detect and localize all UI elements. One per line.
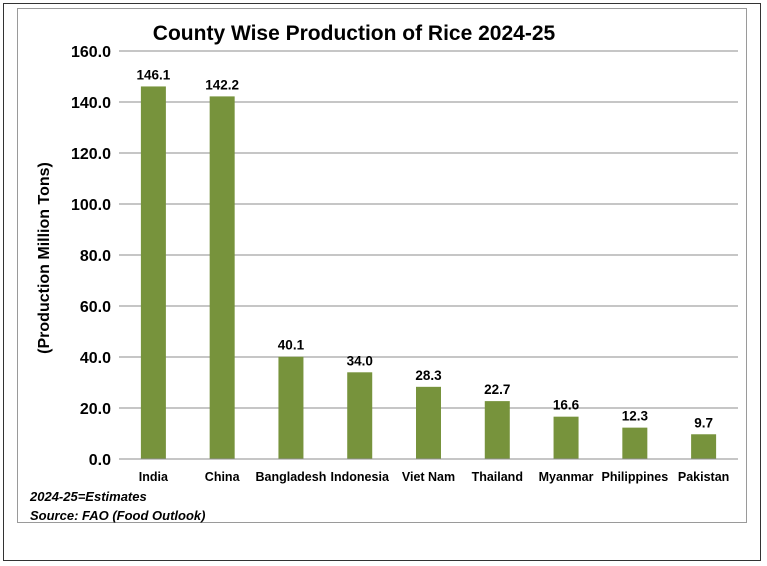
y-tick-label: 0.0 — [89, 452, 111, 469]
y-tick-label: 40.0 — [80, 350, 111, 367]
data-label: 16.6 — [553, 398, 580, 413]
x-tick-label: Pakistan — [678, 470, 729, 484]
data-label: 34.0 — [347, 353, 373, 368]
data-label: 12.3 — [622, 409, 649, 424]
bar-indonesia — [347, 372, 373, 459]
x-tick-label: Bangladesh — [256, 470, 327, 484]
x-tick-label: Philippines — [601, 470, 668, 484]
bar-viet-nam — [416, 386, 441, 459]
data-label: 9.7 — [694, 415, 713, 430]
bar-china — [209, 96, 235, 459]
source-note: Source: FAO (Food Outlook) — [30, 508, 206, 523]
y-tick-label: 60.0 — [80, 299, 111, 316]
data-label: 40.1 — [278, 338, 305, 353]
data-label: 28.3 — [415, 368, 442, 383]
figure-frame — [3, 3, 761, 561]
data-label: 22.7 — [484, 382, 510, 397]
bar-bangladesh — [278, 356, 304, 459]
x-tick-label: Indonesia — [331, 470, 390, 484]
x-tick-label: Myanmar — [539, 470, 594, 484]
x-tick-label: India — [139, 470, 169, 484]
y-axis-label: (Production Million Tons) — [36, 162, 53, 354]
y-axis-ticks: 0.0 20.0 40.0 60.0 80.0 100.0 120.0 140.0 160.0 — [71, 44, 111, 469]
y-tick-label: 120.0 — [71, 146, 111, 163]
y-tick-label: 80.0 — [80, 248, 111, 265]
y-tick-label: 20.0 — [80, 401, 111, 418]
x-axis-ticks: India China Bangladesh Indonesia Viet Nam Tha… — [139, 470, 730, 484]
data-label: 142.2 — [205, 77, 239, 92]
bar-pakistan — [691, 434, 717, 459]
data-labels: 146.1 142.2 40.1 34.0 28.3 22.7 16.6 12.3 9.7 — [136, 67, 713, 430]
chart-area-frame — [17, 8, 747, 523]
estimates-note: 2024-25=Estimates — [30, 489, 147, 504]
bars — [140, 86, 717, 459]
y-tick-label: 160.0 — [71, 44, 111, 61]
y-tick-label: 140.0 — [71, 95, 111, 112]
bar-philippines — [622, 427, 648, 459]
chart-title: County Wise Production of Rice 2024-25 — [153, 22, 556, 45]
x-tick-label: Viet Nam — [402, 470, 455, 484]
x-tick-label: Thailand — [472, 470, 523, 484]
bar-thailand — [484, 401, 510, 459]
x-tick-label: China — [205, 470, 241, 484]
data-label: 146.1 — [136, 67, 170, 82]
bar-india — [140, 86, 166, 459]
y-tick-label: 100.0 — [71, 197, 111, 214]
bar-myanmar — [553, 416, 579, 459]
